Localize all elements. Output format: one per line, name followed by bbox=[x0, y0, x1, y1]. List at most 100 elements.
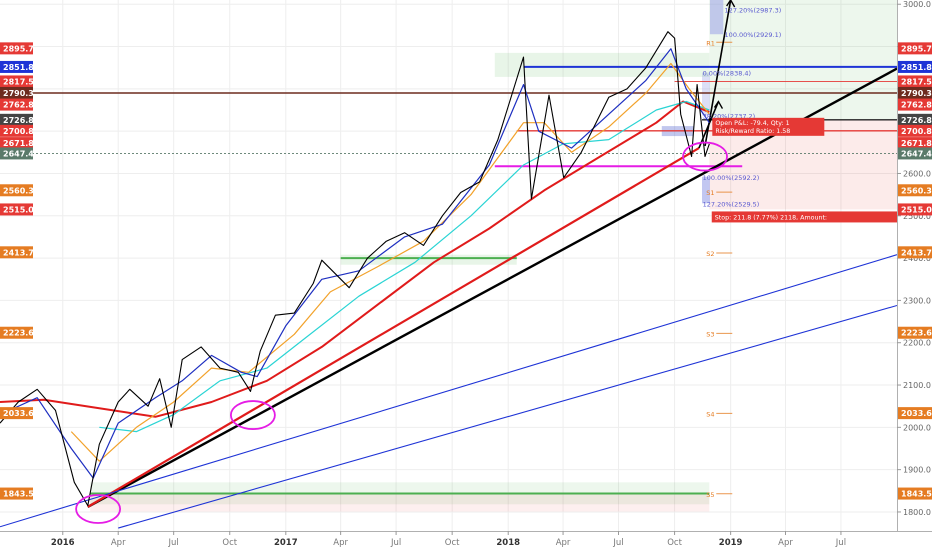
x-tick-label: Apr bbox=[556, 538, 571, 548]
price-badge-left-label: 2515.0 bbox=[3, 205, 34, 214]
pivot-label: R1 bbox=[706, 39, 715, 47]
trend-line bbox=[118, 304, 897, 529]
volume-profile-bottom-down bbox=[90, 493, 710, 512]
x-tick-label: 2016 bbox=[51, 538, 75, 548]
price-badge-right-label: 2790.3 bbox=[901, 89, 932, 98]
series-slow-ma bbox=[99, 100, 710, 433]
pivot-label: S3 bbox=[706, 330, 714, 338]
price-badge-left bbox=[0, 203, 33, 216]
x-tick-label: Oct bbox=[445, 538, 460, 548]
x-tick-label: Apr bbox=[333, 538, 348, 548]
price-badge-left bbox=[0, 137, 33, 150]
price-badge-left bbox=[0, 184, 33, 197]
price-badge-right bbox=[898, 147, 932, 160]
price-badge-right-label: 2851.8 bbox=[901, 63, 932, 72]
series-medium-ma bbox=[70, 62, 710, 462]
price-badge-right-label: 2762.8 bbox=[901, 101, 932, 110]
y-tick-label: 2000.0 bbox=[903, 423, 931, 432]
price-badge-right bbox=[898, 184, 932, 197]
price-badge-right-label: 2726.8 bbox=[901, 116, 932, 125]
fib-box-upper bbox=[702, 72, 710, 116]
trend-line bbox=[87, 147, 700, 508]
x-tick-label: Jul bbox=[835, 538, 846, 548]
risk-reward-text: Risk/Reward Ratio: 1.58 bbox=[715, 128, 790, 135]
y-tick-label: 2600.0 bbox=[903, 169, 931, 178]
price-badge-left bbox=[0, 124, 33, 137]
price-badge-left bbox=[0, 326, 33, 339]
fib-label: 100.00%(2592.2) bbox=[703, 174, 760, 182]
price-badge-left-label: 2671.8 bbox=[3, 139, 34, 148]
target-zone bbox=[709, 0, 897, 120]
volume-profile-top bbox=[494, 52, 710, 77]
price-badge-right-label: 2033.6 bbox=[901, 409, 932, 418]
price-badge-right bbox=[898, 124, 932, 137]
x-tick-label: Apr bbox=[111, 538, 126, 548]
price-badge-right-label: 2413.7 bbox=[901, 248, 932, 257]
y-tick-label: 2100.0 bbox=[903, 381, 931, 390]
projection-arrow bbox=[726, 0, 736, 8]
price-badge-right bbox=[898, 246, 932, 259]
x-tick-label: Jul bbox=[612, 538, 623, 548]
price-badge-right bbox=[898, 203, 932, 216]
price-badge-left bbox=[0, 487, 33, 500]
open-pnl-text: Open P&L: -79.4, Qty: 1 bbox=[715, 120, 789, 127]
series-price bbox=[0, 31, 710, 507]
price-badge-right-label: 2647.4 bbox=[901, 149, 932, 158]
price-badge-left bbox=[0, 147, 33, 160]
price-badge-left-label: 1843.5 bbox=[3, 490, 34, 499]
price-badge-right-label: 2817.5 bbox=[901, 77, 932, 86]
price-badge-left bbox=[0, 246, 33, 259]
price-badge-left-label: 2817.5 bbox=[3, 77, 34, 86]
price-badge-left-label: 2700.8 bbox=[3, 127, 34, 136]
x-tick-label: Oct bbox=[222, 538, 237, 548]
price-badge-left-label: 2647.4 bbox=[3, 149, 34, 158]
price-badge-left-label: 2033.6 bbox=[3, 409, 34, 418]
price-badge-right bbox=[898, 60, 932, 73]
y-tick-label: 2400.0 bbox=[903, 254, 931, 263]
price-badge-right-label: 2671.8 bbox=[901, 139, 932, 148]
price-badge-right bbox=[898, 407, 932, 420]
price-badge-left bbox=[0, 113, 33, 126]
price-badge-left-label: 2851.8 bbox=[3, 63, 34, 72]
x-tick-label: 2017 bbox=[274, 538, 298, 548]
y-tick-label: 3000.0 bbox=[903, 0, 931, 9]
annotation-circle bbox=[75, 494, 122, 524]
y-tick-label: 1900.0 bbox=[903, 466, 931, 475]
price-badge-right bbox=[898, 75, 932, 88]
pivot-label: S2 bbox=[706, 250, 714, 258]
annotation-circle bbox=[682, 141, 728, 172]
price-badge-right-label: 2560.3 bbox=[901, 186, 932, 195]
pivot-label: S5 bbox=[706, 491, 714, 499]
price-badge-right bbox=[898, 137, 932, 150]
price-badge-right bbox=[898, 113, 932, 126]
fib-label: 0.00%(2838.4) bbox=[703, 70, 751, 78]
x-tick-label: Oct bbox=[667, 538, 682, 548]
price-badge-left-label: 2895.7 bbox=[3, 44, 34, 53]
price-badge-left bbox=[0, 42, 33, 55]
price-badge-left bbox=[0, 407, 33, 420]
y-tick-label: 1800.0 bbox=[903, 508, 931, 517]
y-tick-label: 2500.0 bbox=[903, 212, 931, 221]
price-badge-left-label: 2790.3 bbox=[3, 89, 34, 98]
stop-info-box bbox=[711, 211, 897, 223]
price-badge-right-label: 1843.5 bbox=[901, 490, 932, 499]
price-badge-left-label: 2726.8 bbox=[3, 116, 34, 125]
price-badge-left bbox=[0, 75, 33, 88]
series-long-ma bbox=[0, 100, 710, 418]
trend-line bbox=[0, 254, 897, 528]
x-tick-label: Jul bbox=[168, 538, 179, 548]
price-badge-left bbox=[0, 98, 33, 111]
x-tick-label: 2019 bbox=[719, 538, 743, 548]
price-badge-right-label: 2700.8 bbox=[901, 127, 932, 136]
price-badge-right bbox=[898, 42, 932, 55]
fib-box-ext bbox=[709, 0, 724, 35]
time-axis[interactable]: 2016 Apr Jul Oct 2017 Apr Jul Oct 2018 Apr Jul Oct 2… bbox=[51, 531, 846, 548]
y-tick-label: 2300.0 bbox=[903, 296, 931, 305]
price-badge-right-label: 2895.7 bbox=[901, 44, 932, 53]
price-badge-right bbox=[898, 326, 932, 339]
fib-label: 100.00%(2929.1) bbox=[725, 31, 782, 39]
price-badge-left-label: 2762.8 bbox=[3, 101, 34, 110]
position-info-box bbox=[712, 117, 825, 136]
price-badge-left-label: 2560.3 bbox=[3, 186, 34, 195]
